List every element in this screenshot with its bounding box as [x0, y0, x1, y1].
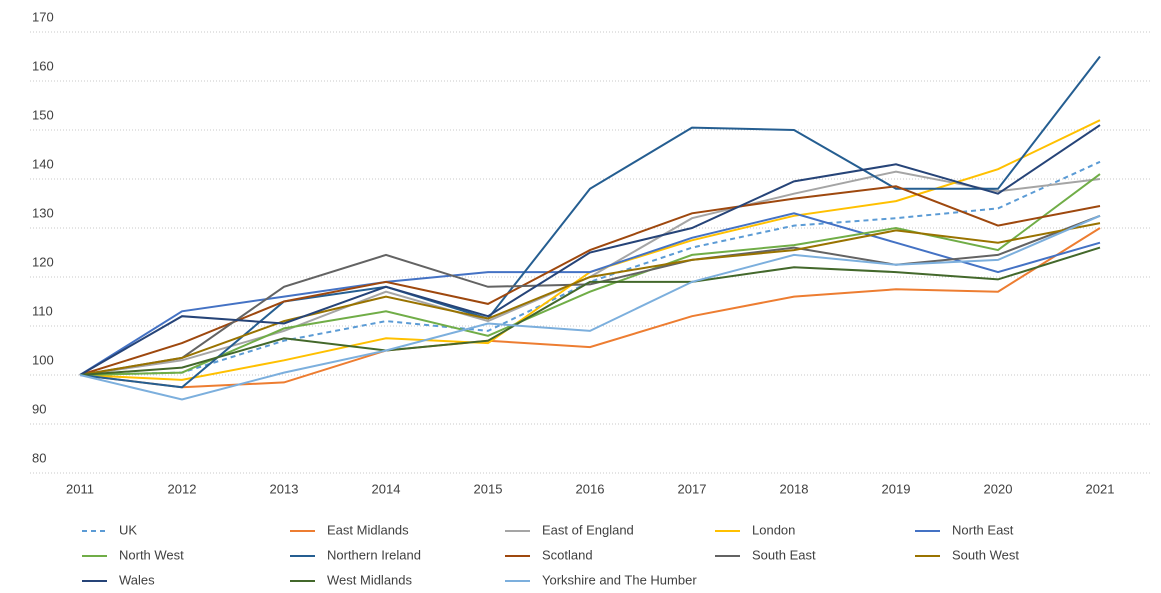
x-tick-label: 2016	[576, 481, 605, 496]
x-tick-label: 2019	[882, 481, 911, 496]
series-line	[79, 214, 1101, 376]
series-line	[79, 160, 1101, 376]
y-tick-label: 90	[32, 401, 46, 416]
x-tick-label: 2018	[780, 481, 809, 496]
legend-label: South West	[952, 547, 1019, 562]
legend-label: East of England	[542, 522, 634, 537]
y-tick-label: 170	[32, 9, 54, 24]
legend-label: West Midlands	[327, 572, 413, 587]
legend-label: Wales	[119, 572, 155, 587]
y-tick-label: 150	[32, 107, 54, 122]
x-tick-label: 2021	[1086, 481, 1115, 496]
x-tick-label: 2017	[678, 481, 707, 496]
series-line	[79, 212, 1101, 376]
y-tick-label: 160	[32, 58, 54, 73]
legend-label: South East	[752, 547, 816, 562]
y-tick-label: 100	[32, 352, 54, 367]
legend-label: North West	[119, 547, 184, 562]
series-line	[79, 227, 1101, 389]
legend-label: UK	[119, 522, 137, 537]
x-tick-label: 2011	[66, 481, 94, 496]
y-tick-label: 140	[32, 156, 54, 171]
legend-label: London	[752, 522, 795, 537]
x-tick-label: 2013	[270, 481, 299, 496]
x-tick-label: 2015	[474, 481, 503, 496]
y-tick-label: 110	[32, 303, 53, 318]
series-line	[79, 222, 1101, 376]
x-tick-label: 2020	[984, 481, 1013, 496]
series-line	[79, 55, 1101, 389]
legend-label: Yorkshire and The Humber	[542, 572, 697, 587]
legend-label: East Midlands	[327, 522, 409, 537]
y-tick-label: 120	[32, 254, 54, 269]
series-line	[79, 185, 1101, 376]
series-line	[79, 246, 1101, 376]
series-line	[79, 214, 1101, 401]
x-tick-label: 2012	[168, 481, 197, 496]
series-line	[79, 124, 1101, 376]
legend-label: North East	[952, 522, 1014, 537]
legend-label: Scotland	[542, 547, 593, 562]
x-tick-label: 2014	[372, 481, 401, 496]
y-tick-label: 80	[32, 450, 46, 465]
y-tick-label: 130	[32, 205, 54, 220]
legend-label: Northern Ireland	[327, 547, 421, 562]
